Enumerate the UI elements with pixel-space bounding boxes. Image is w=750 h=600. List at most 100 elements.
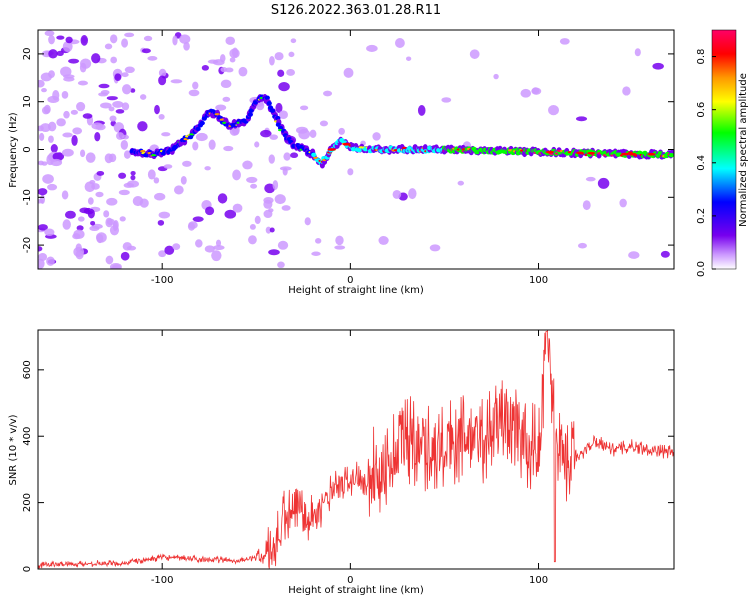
spectrogram-noise-cell	[127, 180, 140, 188]
spectrogram-noise-cell	[77, 80, 88, 86]
spectrogram-x-axis-title: Height of straight line (km)	[288, 285, 424, 296]
colorbar: 0.0 0.2 0.4 0.6 0.8 Normalized spectral ampl…	[696, 29, 749, 277]
spectrogram-noise-cell	[188, 89, 200, 97]
spectrogram-noise-cell	[110, 34, 118, 44]
spectrogram-noise-cell	[82, 113, 93, 119]
snr-y-tick-label: 600	[22, 360, 33, 379]
spectrogram-noise-cell	[469, 49, 480, 59]
spectrogram-noise-cell	[204, 166, 211, 171]
spectrogram-noise-cell	[298, 128, 311, 140]
spectrogram-noise-cell	[277, 69, 285, 77]
spectrogram-noise-cell	[290, 38, 297, 44]
spectrogram-noise-cell	[622, 86, 631, 96]
spectrogram-noise-cell	[269, 134, 279, 140]
spectrogram-noise-cell	[559, 38, 570, 45]
spectrogram-noise-cell	[52, 89, 60, 101]
spectrogram-noise-cell	[248, 235, 257, 245]
spectrogram-noise-cell	[493, 73, 499, 80]
spectrogram-ridge-cell	[199, 120, 205, 126]
spectrogram-noise-cell	[137, 121, 148, 132]
colorbar-tick-label: 0.6	[696, 102, 707, 118]
spectrogram-noise-cell	[76, 101, 86, 112]
snr-x-tick-label: 100	[529, 575, 548, 586]
spectrogram-noise-cell	[309, 129, 317, 138]
spectrogram-noise-cell	[95, 232, 107, 243]
spectrogram-noise-cell	[207, 59, 219, 64]
spectrogram-noise-cell	[250, 183, 258, 189]
spectrogram-noise-cell	[158, 250, 167, 258]
spectrogram-noise-cell	[38, 188, 48, 196]
spectrogram-noise-cell	[192, 81, 199, 90]
spectrogram-noise-cell	[38, 79, 45, 88]
spectrogram-noise-cell	[122, 84, 132, 95]
snr-x-tick-label: 0	[347, 575, 353, 586]
spectrogram-noise-cell	[264, 183, 276, 194]
snr-y-tick-label: 0	[22, 566, 33, 572]
spectrogram-noise-cell	[225, 36, 236, 45]
snr-y-tick-label: 200	[22, 493, 33, 512]
spectrogram-noise-cell	[105, 217, 113, 228]
spectrogram-noise-cell	[95, 123, 106, 131]
spectrogram-noise-cell	[70, 109, 78, 115]
spectrogram-noise-cell	[211, 250, 222, 262]
spectrogram-noise-cell	[269, 56, 275, 66]
spectrogram-noise-cell	[585, 176, 596, 182]
spectrogram-noise-cell	[124, 66, 135, 74]
spectrogram-noise-cell	[229, 57, 236, 63]
spectrogram-noise-cell	[188, 221, 198, 229]
spectrogram-noise-cell	[274, 52, 284, 61]
spectrogram-noise-cell	[110, 56, 118, 64]
spectrogram-peak-cell	[621, 152, 630, 156]
spectrogram-noise-cell	[130, 88, 136, 93]
spectrogram-noise-cell	[38, 258, 45, 269]
spectrogram-noise-cell	[154, 192, 166, 201]
spectrogram-noise-cell	[335, 235, 344, 246]
spectrogram-noise-cell	[417, 105, 426, 116]
spectrogram-noise-cell	[38, 245, 43, 252]
snr-ticks: -100 0 100 0 200 400 600	[22, 330, 674, 586]
spectrogram-noise-cell	[232, 169, 241, 181]
spectrogram-ridge-cell	[266, 101, 272, 106]
spectrogram-noise-cell	[50, 158, 63, 167]
colorbar-title: Normalized spectral amplitude	[738, 73, 749, 227]
spectrogram-noise-cell	[205, 206, 215, 216]
spectrogram-noise-cell	[154, 104, 160, 115]
spectrogram-noise-cell	[73, 229, 85, 240]
spectrogram-noise-cell	[77, 216, 85, 222]
spectrogram-noise-cell	[121, 38, 129, 48]
spectrogram-noise-cell	[71, 135, 78, 146]
spectrogram-noise-cell	[219, 54, 226, 63]
spectrogram-noise-cell	[269, 227, 275, 233]
spectrogram-noise-cell	[283, 152, 291, 161]
spectrogram-noise-cell	[109, 115, 117, 122]
colorbar-ticks: 0.0 0.2 0.4 0.6 0.8	[696, 49, 716, 277]
spectrogram-noise-cell	[192, 141, 199, 151]
spectrogram-ridge-cell	[140, 150, 146, 153]
spectrogram-noise-cell	[343, 67, 354, 78]
spectrogram-noise-cell	[215, 104, 227, 111]
spectrogram-noise-cell	[68, 58, 80, 64]
spectrogram-y-tick-label: -20	[22, 237, 33, 253]
spectrogram-noise-cell	[121, 72, 129, 78]
spectrogram-noise-cell	[173, 185, 184, 195]
spectrogram-peak-cell	[342, 142, 351, 146]
spectrogram-ridge-cell	[247, 112, 253, 117]
spectrogram-noise-cell	[311, 251, 321, 256]
spectrogram-noise-cell	[126, 245, 137, 251]
spectrogram-noise-cell	[268, 154, 275, 164]
spectrogram-noise-cell	[281, 205, 291, 211]
spectrogram-ridge-cell	[252, 100, 259, 105]
spectrogram-noise-cell	[201, 65, 209, 71]
spectrogram-noise-cell	[225, 67, 234, 73]
spectrogram-heatmap	[38, 30, 674, 269]
spectrogram-noise-cell	[100, 89, 110, 95]
spectrogram-noise-cell	[158, 75, 167, 86]
spectrogram-noise-cell	[48, 135, 54, 143]
colorbar-tick-label: 0.4	[696, 155, 707, 171]
spectrogram-noise-cell	[147, 56, 158, 61]
spectrogram-noise-cell	[158, 113, 165, 120]
spectrogram-noise-cell	[87, 208, 95, 219]
spectrogram-noise-cell	[38, 125, 44, 132]
spectrogram-noise-cell	[172, 243, 181, 250]
spectrogram-noise-cell	[347, 168, 354, 176]
